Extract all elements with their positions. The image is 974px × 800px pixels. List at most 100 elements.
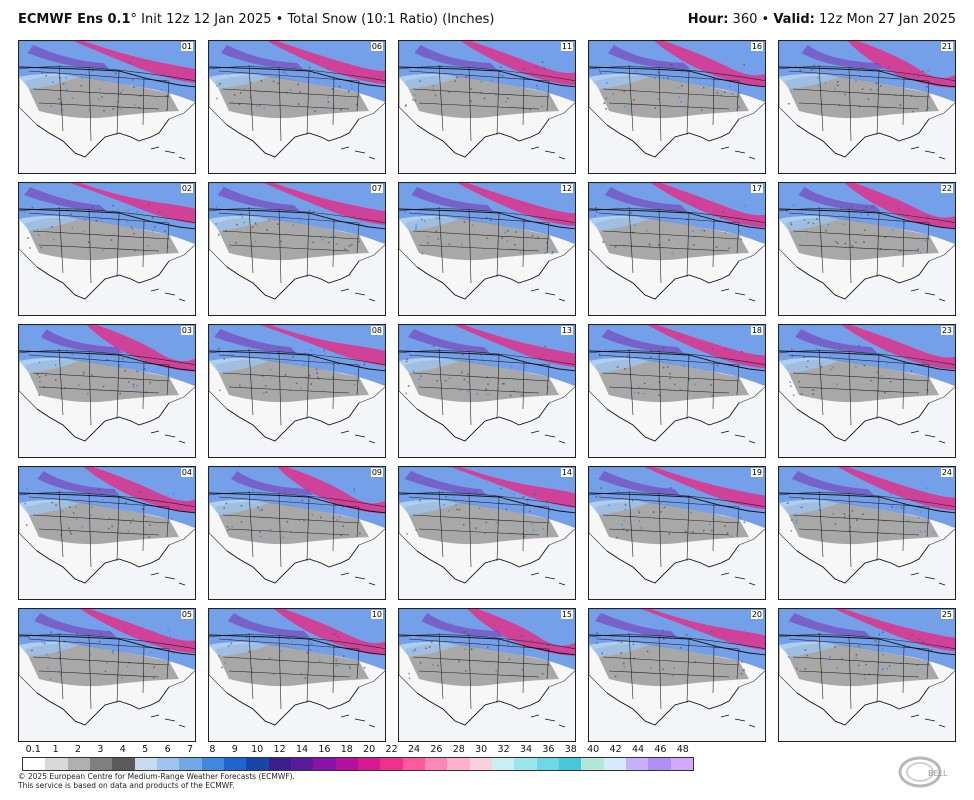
colorbar-label: 38 [564, 744, 577, 755]
member-panel: 18 [588, 324, 766, 458]
colorbar-swatch [223, 758, 247, 770]
colorbar-swatch [335, 758, 358, 770]
snow-map [19, 183, 195, 315]
colorbar-label: 10 [251, 744, 264, 755]
snow-map [779, 609, 955, 741]
member-panel: 15 [398, 608, 576, 742]
footer: © 2025 European Centre for Medium-Range … [18, 772, 295, 790]
member-number: 24 [940, 468, 953, 477]
colorbar-swatch [67, 758, 90, 770]
colorbar-swatch [156, 758, 180, 770]
colorbar-label: 16 [318, 744, 331, 755]
colorbar-swatch [603, 758, 626, 770]
member-number: 05 [180, 610, 193, 619]
model-name: ECMWF Ens 0.1 [18, 12, 131, 27]
member-number: 03 [180, 326, 193, 335]
member-number: 22 [940, 184, 953, 193]
colorbar-label: 14 [295, 744, 309, 755]
degree-mark: ° [130, 12, 138, 27]
member-panel: 20 [588, 608, 766, 742]
colorbar-swatch [581, 758, 604, 770]
snow-map [209, 467, 385, 599]
colorbar-label: 3 [97, 744, 104, 755]
colorbar-label: 30 [475, 744, 488, 755]
member-panel: 16 [588, 40, 766, 174]
snow-map [779, 467, 955, 599]
run-description: Init 12z 12 Jan 2025 • Total Snow (10:1 … [141, 12, 495, 27]
copyright-line: © 2025 European Centre for Medium-Range … [18, 772, 295, 781]
snow-map [19, 609, 195, 741]
colorbar-swatch [23, 758, 46, 770]
colorbar-label: 2 [74, 744, 82, 755]
colorbar-label: 20 [363, 744, 376, 755]
colorbar-swatch [246, 758, 269, 770]
member-panel: 21 [778, 40, 956, 174]
colorbar-swatch [112, 758, 135, 770]
colorbar-swatch [357, 758, 381, 770]
snow-map [19, 467, 195, 599]
colorbar-label: 7 [186, 744, 194, 755]
snow-map [589, 609, 765, 741]
colorbar-label: 8 [209, 744, 216, 755]
member-number: 09 [370, 468, 383, 477]
snow-map [399, 325, 575, 457]
colorbar-label: 6 [164, 744, 171, 755]
member-panel: 10 [208, 608, 386, 742]
member-panel: 17 [588, 182, 766, 316]
colorbar-label: 4 [119, 744, 126, 755]
snow-map [779, 183, 955, 315]
colorbar-swatch [179, 758, 202, 770]
colorbar-label: 42 [609, 744, 622, 755]
colorbar-label: 18 [340, 744, 353, 755]
snow-map [399, 41, 575, 173]
member-panel: 25 [778, 608, 956, 742]
member-panel: 13 [398, 324, 576, 458]
colorbar-label: 28 [452, 744, 465, 755]
colorbar-swatch [625, 758, 649, 770]
colorbar-swatch [380, 758, 403, 770]
snow-map [399, 467, 575, 599]
snow-map [209, 609, 385, 741]
member-number: 15 [560, 610, 573, 619]
member-number: 08 [370, 326, 383, 335]
valid-label: Valid: [773, 12, 815, 27]
snow-map [779, 41, 955, 173]
snow-map [779, 325, 955, 457]
member-grid: 01 02 03 04 05 06 07 08 09 10 11 12 13 14 15 16 17 18 19 20… [18, 40, 968, 742]
member-number: 13 [560, 326, 573, 335]
colorbar-swatch [447, 758, 470, 770]
snow-map [209, 41, 385, 173]
colorbar-swatch [491, 758, 515, 770]
hour-label: Hour: [687, 12, 729, 27]
colorbar-label: 0.1 [25, 744, 41, 755]
colorbar-label: 36 [542, 744, 555, 755]
member-number: 17 [750, 184, 763, 193]
colorbar-label: 22 [385, 744, 398, 755]
colorbar-label: 24 [407, 744, 421, 755]
member-number: 21 [940, 42, 953, 51]
colorbar-labels: 0.1 1 2 3 4 5 6 7 8 9 10 12 14 16 18 20 22 24 26 28 30 32 34 36… [22, 744, 694, 756]
snow-map [209, 183, 385, 315]
colorbar-swatch [402, 758, 425, 770]
colorbar-label: 44 [631, 744, 645, 755]
colorbar-swatch [290, 758, 314, 770]
member-number: 10 [370, 610, 383, 619]
member-number: 25 [940, 610, 953, 619]
colorbar-label: 34 [519, 744, 533, 755]
member-panel: 22 [778, 182, 956, 316]
colorbar-swatch [670, 758, 693, 770]
snow-map [399, 183, 575, 315]
colorbar-label: 26 [430, 744, 443, 755]
member-panel: 07 [208, 182, 386, 316]
colorbar-label: 9 [231, 744, 238, 755]
colorbar-swatch [648, 758, 671, 770]
colorbar-swatch [424, 758, 448, 770]
member-panel: 08 [208, 324, 386, 458]
member-panel: 04 [18, 466, 196, 600]
member-panel: 09 [208, 466, 386, 600]
colorbar-label: 46 [654, 744, 667, 755]
member-number: 14 [560, 468, 573, 477]
snow-map [589, 183, 765, 315]
member-number: 20 [750, 610, 763, 619]
snow-map [19, 41, 195, 173]
